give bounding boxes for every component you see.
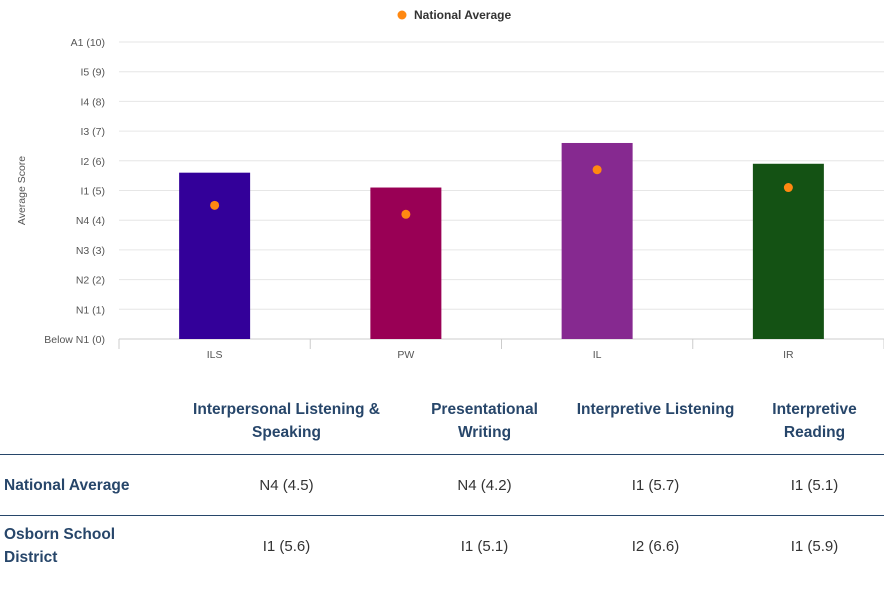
national-average-point-ils	[210, 200, 220, 210]
bar-ils	[179, 172, 251, 339]
table-row: National Average N4 (4.5) N4 (4.2) I1 (5…	[0, 454, 884, 516]
header-interpretive-listening: Interpretive Listening	[576, 401, 735, 418]
table-cell: I1 (5.1)	[403, 515, 566, 576]
header-interpretive-reading: Interpretive Reading	[772, 401, 857, 441]
table-cell: I1 (5.1)	[745, 454, 884, 516]
legend-marker-national-average	[397, 10, 407, 20]
table-cell: I1 (5.7)	[566, 454, 745, 516]
x-tick-label: IR	[783, 349, 794, 361]
y-tick-label: I3 (7)	[80, 126, 105, 138]
row-label-national-average: National Average	[0, 454, 170, 516]
x-tick-label: ILS	[207, 349, 223, 361]
y-tick-label: I5 (9)	[80, 67, 105, 79]
header-empty	[0, 390, 170, 455]
y-tick-label: I4 (8)	[80, 96, 105, 108]
table-cell: I1 (5.6)	[170, 515, 403, 576]
y-tick-label: A1 (10)	[71, 37, 105, 49]
table-row: Osborn School District I1 (5.6) I1 (5.1)…	[0, 515, 884, 576]
bar-il	[561, 142, 633, 339]
y-tick-label: N1 (1)	[76, 304, 105, 316]
x-tick-label: PW	[397, 349, 414, 361]
header-presentational-writing: Presentational Writing	[431, 401, 538, 441]
table-cell: N4 (4.2)	[403, 454, 566, 516]
score-table: Interpersonal Listening & Speaking Prese…	[0, 390, 884, 576]
y-tick-label: Below N1 (0)	[44, 334, 105, 346]
chart-container: Below N1 (0) N1 (1) N2 (2) N3 (3) N4 (4) I1 (…	[16, 8, 884, 361]
y-tick-label: N3 (3)	[76, 245, 105, 257]
table-cell: N4 (4.5)	[170, 454, 403, 516]
y-tick-label: I2 (6)	[80, 156, 105, 168]
legend-label-national-average: National Average	[414, 8, 511, 22]
y-tick-label: I1 (5)	[80, 186, 105, 198]
row-label-osborn-school-district: Osborn School District	[0, 515, 170, 576]
table-cell: I2 (6.6)	[566, 515, 745, 576]
national-average-point-ir	[783, 183, 793, 193]
table-cell: I1 (5.9)	[745, 515, 884, 576]
national-average-point-pw	[401, 209, 411, 219]
y-axis-title: Average Score	[16, 156, 28, 225]
bar-chart: Below N1 (0) N1 (1) N2 (2) N3 (3) N4 (4) I1 (…	[16, 8, 884, 361]
y-tick-label: N2 (2)	[76, 275, 105, 287]
national-average-point-il	[592, 165, 602, 175]
y-tick-label: N4 (4)	[76, 215, 105, 227]
bar-ir	[752, 163, 824, 339]
header-interpersonal-listening-speaking: Interpersonal Listening & Speaking	[193, 401, 380, 441]
x-tick-label: IL	[593, 349, 602, 361]
table-header-row: Interpersonal Listening & Speaking Prese…	[0, 390, 884, 455]
